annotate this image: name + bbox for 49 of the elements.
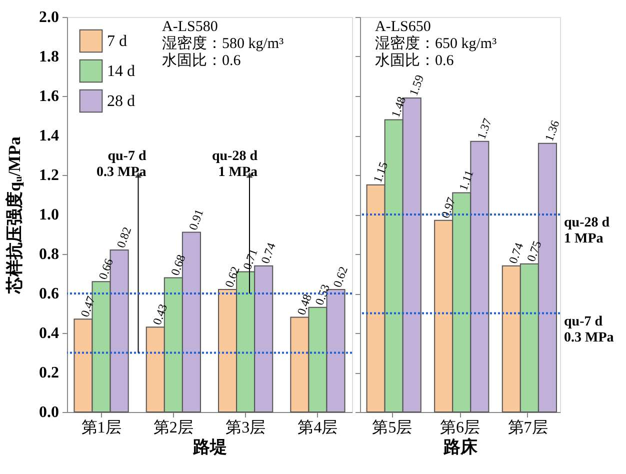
data-label: 0.91 — [186, 207, 206, 232]
ref-line-label: qu-7 d 0.3 MPa — [96, 149, 146, 180]
data-label: 0.82 — [114, 225, 134, 250]
data-label: 1.15 — [370, 160, 391, 184]
y-tick-label: 0.4 — [39, 325, 59, 342]
y-tick-label: 0.2 — [39, 364, 59, 382]
legend-label: 14 d — [107, 63, 135, 80]
annotation: A-LS650 湿密度：650 kg/m³ 水固比：0.6 — [375, 19, 498, 69]
ref-line-label: qu-28 d 1 MPa — [564, 216, 610, 246]
data-label: 0.68 — [168, 252, 188, 278]
x-axis-title: 路堤 — [192, 438, 227, 456]
y-tick-label: 1.8 — [39, 48, 59, 66]
y-tick-label: 0.8 — [39, 246, 59, 263]
y-tick-label: 1.4 — [39, 128, 59, 144]
data-label: 0.75 — [524, 238, 544, 264]
y-tick-label: 0.6 — [39, 286, 59, 302]
data-label: 0.97 — [438, 195, 458, 220]
x-axis-title: 路床 — [442, 438, 478, 456]
y-tick-label: 1.2 — [39, 167, 59, 184]
ref-line-label: qu-7 d 0.3 MPa — [564, 314, 614, 346]
data-label: 1.37 — [474, 116, 494, 141]
data-label: 0.62 — [222, 264, 242, 290]
y-tick-label: 1.0 — [39, 206, 59, 224]
data-label: 0.74 — [258, 240, 278, 266]
data-label: 1.11 — [456, 168, 476, 192]
data-label: 1.48 — [388, 94, 409, 120]
data-label: 0.48 — [294, 292, 314, 317]
data-label: 0.62 — [330, 264, 351, 290]
annotation: A-LS580 湿密度：580 kg/m³ 水固比：0.6 — [162, 19, 284, 69]
y-tick-label: 2.0 — [39, 9, 59, 26]
ref-line-label: qu-28 d 1 MPa — [212, 149, 258, 180]
y-axis-title: 芯样抗压强度qᵤ/MPa — [5, 136, 24, 294]
x-tick-label: 第4层 — [298, 420, 338, 436]
data-label: 0.66 — [96, 256, 116, 282]
data-label: 0.43 — [150, 302, 170, 327]
data-label: 1.59 — [406, 73, 427, 98]
legend-label: 7 d — [107, 33, 127, 50]
y-tick-label: 1.6 — [39, 88, 59, 105]
data-label: 1.36 — [542, 118, 562, 143]
data-label: 0.47 — [78, 294, 98, 319]
x-tick-label: 第1层 — [81, 420, 122, 436]
legend-label: 28 d — [107, 93, 135, 110]
x-tick-label: 第3层 — [226, 420, 266, 436]
x-tick-label: 第6层 — [440, 420, 480, 436]
x-tick-label: 第2层 — [153, 420, 194, 436]
y-tick-label: 0.0 — [39, 404, 59, 421]
data-label: 0.74 — [506, 240, 526, 266]
x-tick-label: 第7层 — [508, 420, 548, 436]
x-tick-label: 第5层 — [372, 420, 412, 436]
